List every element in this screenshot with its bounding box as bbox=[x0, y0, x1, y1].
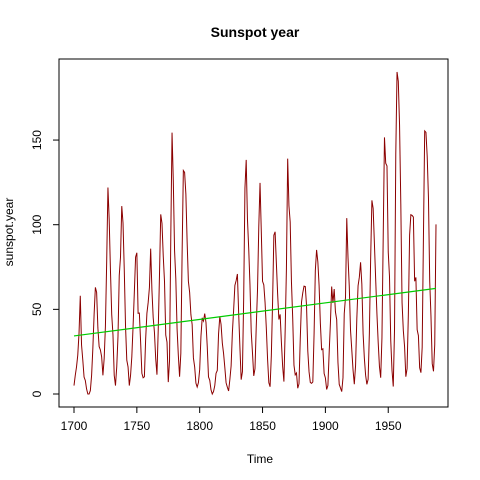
x-tick-label: 1900 bbox=[312, 419, 339, 433]
series-line-sunspot bbox=[73, 71, 437, 396]
y-tick-label: 150 bbox=[30, 130, 44, 150]
x-tick-label: 1950 bbox=[375, 419, 402, 433]
x-axis-label: Time bbox=[247, 452, 274, 466]
chart-title: Sunspot year bbox=[211, 24, 300, 40]
plot-area bbox=[73, 71, 437, 396]
x-tick-label: 1700 bbox=[61, 419, 88, 433]
x-axis: 1700 1750 1800 1850 1900 1950 bbox=[61, 406, 402, 433]
x-tick-label: 1800 bbox=[186, 419, 213, 433]
y-tick-label: 0 bbox=[30, 390, 44, 397]
y-axis: 0 50 100 150 bbox=[30, 130, 60, 397]
y-tick-label: 100 bbox=[30, 214, 44, 234]
trend-line bbox=[73, 287, 437, 337]
x-tick-label: 1750 bbox=[123, 419, 150, 433]
x-tick-label: 1850 bbox=[249, 419, 276, 433]
y-tick-label: 50 bbox=[30, 302, 44, 316]
y-axis-label: sunspot.year bbox=[2, 198, 16, 267]
